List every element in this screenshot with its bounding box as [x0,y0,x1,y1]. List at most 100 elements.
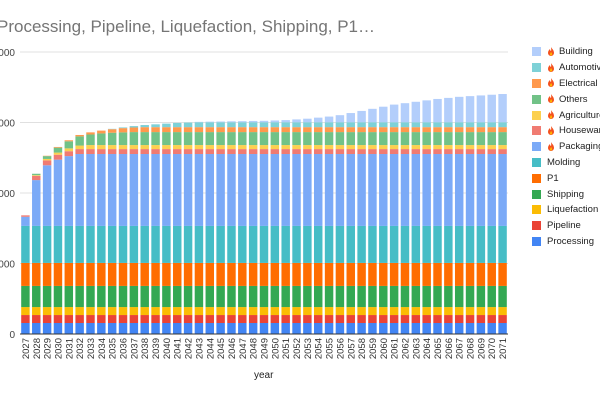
x-tick-label: 2033 [86,338,97,359]
legend-swatch [532,205,541,215]
bar-segment-molding [21,225,30,263]
legend-item-pipeline[interactable]: Pipeline [532,218,600,234]
bar-segment-processing [97,323,106,334]
bar-segment-automotive [238,122,247,128]
bar-segment-housewares [281,149,290,155]
bar-segment-automotive [324,122,334,128]
bar-segment-packaging [216,154,225,226]
bar-segment-agriculture [173,145,182,150]
bar-segment-others [118,132,128,146]
bar-segment-packaging [400,154,410,226]
bar-segment-building [487,94,496,123]
bar-segment-others [292,132,301,146]
bar-segment-processing [303,323,312,334]
bar-segment-automotive [411,122,421,128]
bar-segment-housewares [75,149,84,155]
legend-item-liquefaction[interactable]: Liquefaction [532,202,600,218]
bar-segment-shipping [346,285,355,308]
bar-segment-processing [444,323,453,334]
bar-segment-electrical [270,127,280,133]
bar-segment-automotive [194,122,204,128]
bar-segment-shipping [183,285,193,308]
bar-segment-packaging [227,154,236,226]
x-tick-label: 2047 [238,338,249,359]
legend-item-building[interactable]: Building [532,44,600,60]
bar-segment-pipeline [42,315,52,324]
bar-segment-packaging [205,154,215,226]
bar-segment-p1 [97,262,106,286]
bar-segment-others [183,132,193,146]
bar-segment-molding [238,225,247,263]
bar-segment-agriculture [227,145,236,150]
bar-segment-liquefaction [227,307,236,316]
bar-segment-shipping [97,285,106,308]
bar-segment-p1 [281,262,290,286]
bar-segment-processing [270,323,280,334]
bar-segment-electrical [107,129,117,133]
bar-segment-liquefaction [75,307,84,316]
legend-item-p1[interactable]: P1 [532,170,600,186]
bar-segment-liquefaction [140,307,149,316]
bar-segment-pipeline [53,315,63,324]
bar-segment-shipping [303,285,312,308]
bar-segment-agriculture [433,145,442,150]
bar-segment-electrical [368,127,377,133]
legend-item-shipping[interactable]: Shipping [532,186,600,202]
x-tick-label: 2057 [346,338,357,359]
bar-segment-liquefaction [389,307,399,316]
bar-segment-others [140,132,149,146]
bar-segment-pipeline [107,315,117,324]
bar-segment-shipping [42,285,52,308]
legend-item-processing[interactable]: Processing [532,234,600,250]
legend-item-others[interactable]: Others [532,91,600,107]
bar-segment-processing [42,323,52,334]
bar-segment-molding [64,225,74,263]
x-tick-label: 2052 [292,338,303,359]
bar-segment-building [227,121,236,123]
bar-segment-housewares [270,149,280,155]
bar-segment-pipeline [498,315,507,324]
bar-segment-molding [86,225,95,263]
bar-segment-packaging [303,154,312,226]
bar-segment-molding [335,225,345,263]
bar-segment-liquefaction [259,307,269,316]
bar-segment-electrical [444,127,453,133]
legend-swatch [532,189,541,199]
bar-segment-automotive [454,122,464,128]
bar-segment-automotive [379,122,388,128]
bar-segment-p1 [444,262,453,286]
legend-label: Shipping [547,188,584,200]
bar-segment-building [335,115,345,123]
legend-item-molding[interactable]: Molding [532,155,600,171]
bar-segment-agriculture [53,152,63,155]
legend-item-electrical[interactable]: Electrical [532,76,600,92]
x-tick-label: 2060 [379,338,390,359]
x-tick-label: 2055 [325,338,336,359]
x-tick-label: 2039 [151,338,162,359]
bar-segment-processing [498,323,507,334]
x-tick-label: 2028 [32,338,43,359]
bar-segment-others [162,132,171,146]
bar-segment-housewares [183,149,193,155]
bar-segment-p1 [32,262,41,286]
bar-segment-building [303,118,312,123]
legend-label: Building [559,46,593,58]
x-tick-label: 2067 [455,338,466,359]
bar-segment-p1 [107,262,117,286]
bar-segment-processing [140,323,149,334]
bar-segment-electrical [292,127,301,133]
legend-label: Automotive [559,62,600,74]
bar-segment-pipeline [183,315,193,324]
legend-item-housewares[interactable]: Housewares [532,123,600,139]
bar-segment-liquefaction [151,307,160,316]
legend-item-agriculture[interactable]: Agriculture [532,107,600,123]
x-tick-label: 2056 [335,338,346,359]
bar-segment-pipeline [389,315,399,324]
bar-segment-molding [216,225,225,263]
legend-item-automotive[interactable]: Automotive [532,60,600,76]
bar-segment-p1 [173,262,182,286]
legend-item-packaging[interactable]: Packaging [532,139,600,155]
bar-segment-building [454,96,464,123]
bar-segment-pipeline [346,315,355,324]
bar-segment-shipping [194,285,204,308]
